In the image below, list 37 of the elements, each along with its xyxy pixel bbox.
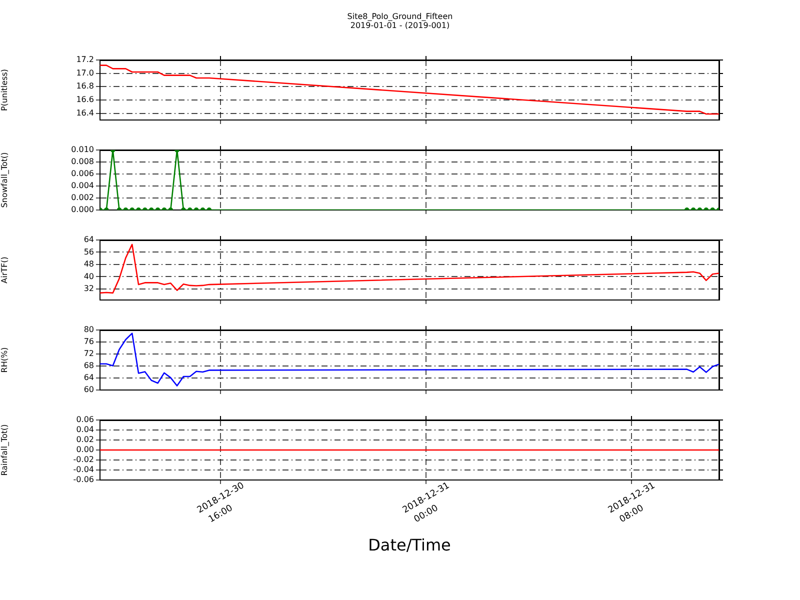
y-tick-label: 64	[84, 235, 94, 244]
y-tick-label: 0.000	[71, 205, 94, 214]
y-tick-label: 76	[84, 337, 94, 346]
y-tick-label: 32	[84, 284, 94, 294]
y-tick-label: 68	[84, 361, 94, 370]
y-axis-title: Snowfall_Tot()	[0, 152, 9, 208]
y-tick-label: 0.004	[71, 181, 94, 190]
y-tick-label: 0.04	[76, 425, 94, 434]
y-axis-title: AirTF()	[0, 256, 9, 284]
y-tick-label: 16.6	[76, 95, 94, 104]
y-tick-label: 17.0	[76, 68, 94, 78]
y-tick-label: 48	[84, 260, 94, 269]
chart-subtitle: 2019-01-01 - (2019-001)	[349, 21, 451, 30]
y-tick-label: 0.00	[76, 445, 94, 454]
y-axis-title: RH(%)	[0, 347, 9, 373]
y-tick-label: 0.06	[76, 415, 94, 424]
y-tick-label: -0.02	[73, 455, 94, 464]
y-tick-label: -0.04	[73, 465, 94, 474]
y-axis-title: P(unitless)	[0, 68, 9, 112]
y-tick-label: 17.2	[76, 55, 94, 64]
y-tick-label: 0.006	[71, 169, 94, 178]
y-tick-label: 16.8	[76, 82, 94, 91]
y-tick-label: 0.02	[76, 435, 94, 444]
y-tick-label: 16.4	[76, 108, 94, 118]
y-tick-label: 64	[84, 373, 94, 382]
y-tick-label: 60	[84, 385, 94, 394]
y-tick-label: 0.008	[71, 157, 94, 166]
y-tick-label: 0.002	[71, 193, 94, 202]
y-tick-label: 56	[84, 247, 94, 256]
y-tick-label: 72	[84, 349, 94, 358]
y-axis-title: Rainfall_Tot()	[0, 424, 9, 476]
y-tick-label: 0.010	[71, 145, 94, 154]
y-tick-label: -0.06	[73, 475, 94, 484]
y-tick-label: 80	[84, 325, 94, 334]
x-axis-title: Date/Time	[368, 536, 451, 555]
y-tick-label: 40	[84, 272, 94, 281]
chart-title: Site8_Polo_Ground_Fifteen	[346, 12, 454, 21]
